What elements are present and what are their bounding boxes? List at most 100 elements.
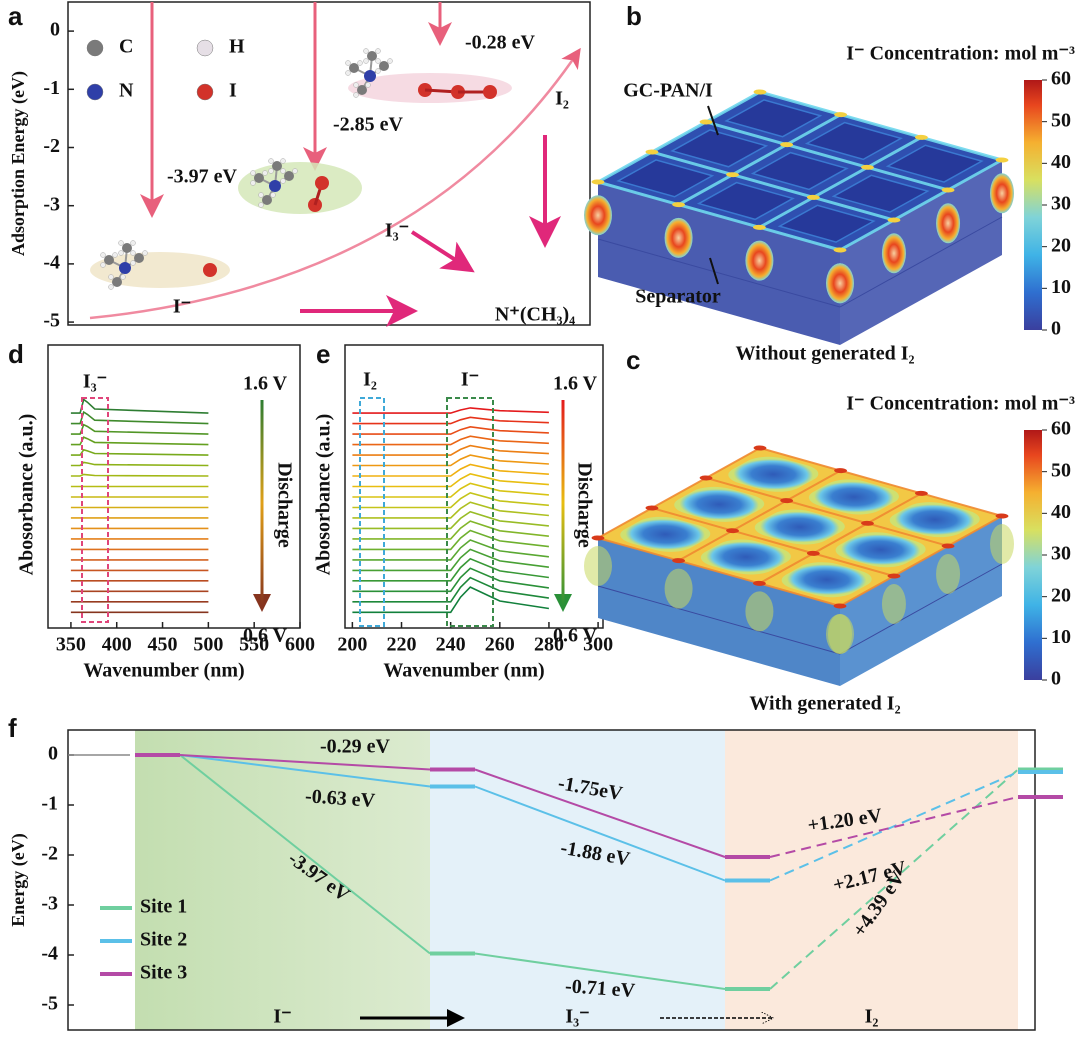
- atom-c: [104, 255, 114, 265]
- annotation: I₃⁻: [385, 220, 409, 242]
- highlight-box: [446, 397, 494, 627]
- atom-h: [387, 58, 393, 64]
- x-axis-label: Wavenumber (nm): [83, 660, 244, 682]
- hotspot: [591, 535, 605, 541]
- hotspot: [834, 112, 847, 118]
- hotspot: [780, 142, 794, 148]
- hotspot: [645, 149, 659, 155]
- grid-channel: [679, 471, 841, 561]
- spectrum-line: [352, 444, 549, 456]
- discharge-arrow-shaft: [260, 400, 264, 606]
- atom-h: [258, 202, 264, 208]
- annotation: I₃⁻: [83, 371, 107, 393]
- tube-end: [664, 568, 693, 609]
- colorbar-title: I⁻ Concentration: mol m⁻³: [846, 43, 1075, 65]
- atom-c: [284, 171, 294, 181]
- annotation: 1.6 V: [243, 373, 288, 395]
- molecule-glow: [238, 162, 362, 214]
- colorbar-tick-label: 40: [1051, 151, 1071, 173]
- y-tick-label: -1: [43, 77, 60, 99]
- tube-end: [664, 217, 693, 258]
- hotspot: [887, 573, 901, 579]
- colorbar-tick-label: 40: [1051, 501, 1071, 523]
- atom-h: [100, 252, 106, 258]
- leader-line: [709, 257, 719, 285]
- plot-frame: [344, 344, 604, 629]
- slab-right-face: [840, 516, 1002, 686]
- atom-h: [130, 240, 136, 246]
- grid-channel: [759, 493, 921, 583]
- reaction-arrow: [410, 230, 475, 273]
- colorbar: [1024, 430, 1042, 680]
- atom-h: [375, 48, 381, 54]
- atom-h: [130, 260, 136, 266]
- atom-h: [363, 48, 369, 54]
- plot-frame: [47, 344, 301, 629]
- y-axis-label: Abosorbance (a.u.): [313, 414, 335, 576]
- spectrum-line: [352, 520, 549, 540]
- grid-channel: [840, 160, 1002, 250]
- grid-channel: [598, 448, 760, 538]
- step-label: -0.63 eV: [304, 785, 376, 812]
- hotspot: [645, 505, 659, 511]
- hotspot: [833, 247, 847, 253]
- x-tick-label: 600: [285, 634, 315, 656]
- colorbar-tick-label: 10: [1051, 276, 1071, 298]
- atom-h: [292, 168, 298, 174]
- hotspot: [699, 119, 713, 125]
- leader-line: [707, 105, 719, 136]
- category-label: I₃⁻: [565, 1006, 589, 1028]
- hotspot: [753, 224, 766, 230]
- step-label: -0.29 eV: [320, 736, 391, 758]
- y-axis-label: Abosorbance (a.u.): [16, 414, 38, 576]
- y-tick-label: -5: [43, 310, 60, 332]
- colorbar: [1024, 80, 1042, 330]
- atom-h: [108, 274, 114, 280]
- legend-marker: [86, 39, 104, 57]
- slab-left-face: [598, 538, 840, 686]
- spectrum-line: [352, 435, 549, 446]
- hotspot: [753, 445, 767, 451]
- y-tick-label: -3: [43, 193, 60, 215]
- hotspot: [726, 528, 739, 534]
- tube-end: [826, 614, 854, 654]
- cell: [807, 123, 901, 160]
- separator-line: [839, 216, 1003, 308]
- grid-channel: [652, 152, 894, 220]
- hotspot: [833, 603, 847, 609]
- y-tick-label: -4: [43, 251, 60, 273]
- atom-h: [270, 192, 276, 198]
- discharge-arrow-shaft: [561, 400, 565, 606]
- spectrum-line: [352, 539, 549, 561]
- spectrum-line: [352, 454, 549, 467]
- atom-h: [120, 274, 126, 280]
- atom-c: [134, 253, 144, 263]
- atom-h: [258, 192, 264, 198]
- legend-marker: [86, 83, 104, 101]
- atom-h: [280, 158, 286, 164]
- colorbar-tick-label: 50: [1051, 109, 1071, 131]
- plot-frame: [67, 729, 1036, 1031]
- atom-h: [268, 168, 274, 174]
- tube-end: [881, 233, 906, 274]
- atom-h: [112, 252, 118, 258]
- atom-c: [272, 161, 282, 171]
- plot-frame: [67, 1, 591, 326]
- atom-h: [262, 170, 268, 176]
- cell: [674, 486, 765, 522]
- cell: [781, 562, 872, 598]
- cell: [753, 153, 847, 190]
- transition-line: [179, 754, 431, 788]
- separator-line: [839, 563, 1003, 655]
- hotspot: [915, 134, 928, 140]
- colorbar-title: I⁻ Concentration: mol m⁻³: [846, 393, 1075, 415]
- atom-n: [364, 70, 376, 82]
- atom-c: [357, 85, 367, 95]
- x-tick-label: 500: [193, 634, 223, 656]
- hotspot: [699, 475, 713, 481]
- colorbar-tick-label: 60: [1051, 418, 1071, 440]
- y-tick-label: -2: [41, 843, 58, 865]
- x-axis-label: Wavenumber (nm): [383, 660, 544, 682]
- spectrum-line: [352, 416, 549, 425]
- cell: [808, 479, 899, 515]
